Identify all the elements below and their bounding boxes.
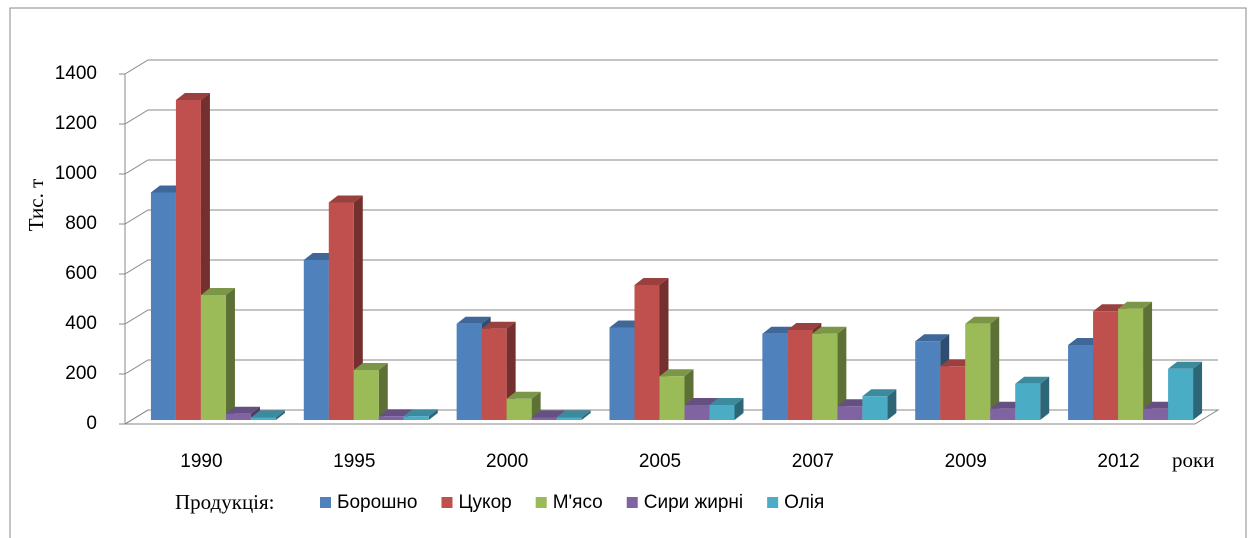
y-axis-title: Тис. т <box>24 179 48 232</box>
legend-swatch <box>441 497 453 508</box>
bar <box>709 398 744 420</box>
bar <box>659 369 694 420</box>
legend-swatch <box>767 497 779 508</box>
y-tick-label: 400 <box>65 313 97 334</box>
bar <box>1118 301 1153 420</box>
bar <box>812 326 847 420</box>
grid-line <box>124 109 1218 125</box>
y-tick-label: 1400 <box>55 63 97 84</box>
x-tick-label: 2007 <box>792 451 834 472</box>
grid-line <box>124 309 1218 325</box>
y-tick-label: 200 <box>65 363 97 384</box>
bar <box>506 391 541 420</box>
bar <box>403 409 438 420</box>
y-tick-label: 1000 <box>55 163 97 184</box>
x-tick-label: 2005 <box>639 451 681 472</box>
bar <box>200 288 235 420</box>
legend-label: Борошно <box>337 492 417 513</box>
grid-line <box>124 259 1218 275</box>
grid-line <box>124 59 1218 75</box>
x-tick-label: 2000 <box>486 451 528 472</box>
bar <box>862 389 897 420</box>
y-tick-label: 1200 <box>55 113 97 134</box>
bar <box>328 195 363 420</box>
bar <box>175 93 210 420</box>
x-tick-label: 1990 <box>180 451 222 472</box>
x-tick-label: 2012 <box>1097 451 1139 472</box>
bar <box>1015 376 1050 420</box>
y-tick-label: 800 <box>65 213 97 234</box>
legend-swatch <box>535 497 547 508</box>
bar <box>556 410 591 420</box>
grid-line <box>124 209 1218 225</box>
legend-swatch <box>626 497 638 508</box>
bar <box>1168 361 1203 420</box>
y-tick-label: 600 <box>65 263 97 284</box>
legend-label: Цукор <box>458 492 511 513</box>
legend-label: М'ясо <box>553 492 603 513</box>
x-axis-title: роки <box>1172 448 1214 472</box>
x-tick-label: 1995 <box>333 451 375 472</box>
bar <box>250 410 285 420</box>
legend-label: Сири жирні <box>644 492 743 513</box>
grid-line <box>124 159 1218 175</box>
x-tick-label: 2009 <box>945 451 987 472</box>
bar <box>353 363 388 420</box>
legend-title: Продукція: <box>175 490 275 514</box>
chart-border <box>9 7 1247 538</box>
grid-line <box>124 359 1218 375</box>
legend-label: Олія <box>784 492 824 513</box>
bar <box>965 316 1000 420</box>
legend-swatch <box>320 497 331 508</box>
y-tick-label: 0 <box>86 413 97 434</box>
